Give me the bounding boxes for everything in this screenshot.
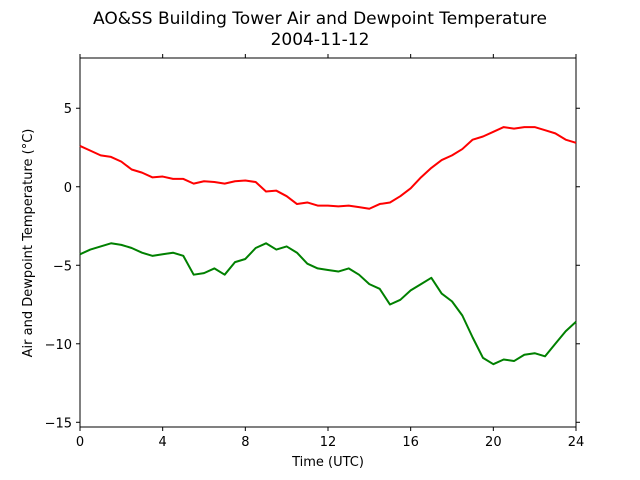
x-tick-label: 8 xyxy=(241,435,249,450)
y-tick-label: 0 xyxy=(64,181,72,196)
series-line-2 xyxy=(79,242,577,366)
x-tick-label: 20 xyxy=(485,435,502,450)
x-tick-label: 16 xyxy=(402,435,419,450)
x-tick-label: 4 xyxy=(159,435,167,450)
series-line-1 xyxy=(79,126,577,210)
y-tick-label: −10 xyxy=(45,338,72,353)
plot-frame xyxy=(79,57,577,428)
y-axis-ticks: 5 0 −5 −10 −15 xyxy=(45,102,580,431)
x-tick-label: 12 xyxy=(320,435,337,450)
y-tick-label: −5 xyxy=(53,259,72,274)
y-tick-label: 5 xyxy=(64,102,72,117)
x-tick-label: 24 xyxy=(568,435,585,450)
x-axis-ticks: 0 4 8 12 16 20 24 xyxy=(76,54,584,450)
chart-title: AO&SS Building Tower Air and Dewpoint Te… xyxy=(93,9,547,29)
series-layer xyxy=(79,126,577,366)
x-axis-label: Time (UTC) xyxy=(291,455,364,470)
plot-area: 0 4 8 12 16 20 24 5 0 −5 −10 −15 xyxy=(45,54,584,450)
y-tick-label: −15 xyxy=(45,416,72,431)
y-axis-label: Air and Dewpoint Temperature (°C) xyxy=(21,129,36,358)
chart-subtitle: 2004-11-12 xyxy=(271,30,370,50)
x-tick-label: 0 xyxy=(76,435,84,450)
